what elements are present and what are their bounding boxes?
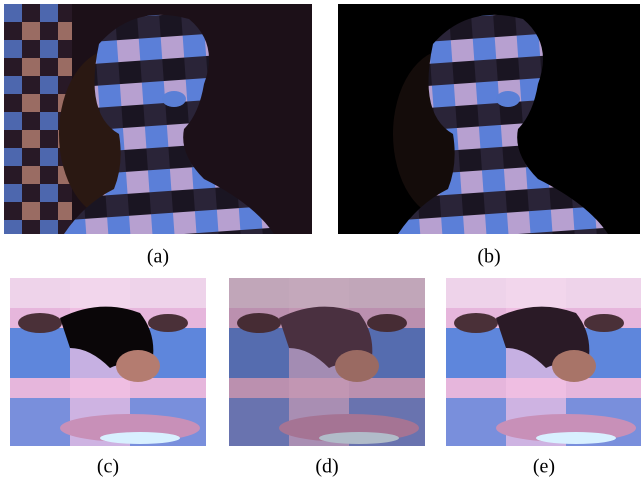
photo-e-shape — [552, 350, 596, 382]
photo-d — [229, 278, 425, 446]
caption-c: (c) — [97, 456, 119, 478]
caption-e: (e) — [533, 456, 555, 478]
caption-b: (b) — [477, 246, 500, 268]
photo-b — [338, 4, 640, 235]
photo-d-shape — [335, 350, 379, 382]
photo-a — [4, 4, 312, 235]
caption-a: (a) — [147, 246, 169, 268]
photo-c-shape — [116, 350, 160, 382]
photo-a-shape — [162, 91, 186, 107]
photo-e — [446, 278, 641, 446]
photo-b-shape — [496, 91, 520, 107]
photo-c — [10, 278, 206, 446]
caption-d: (d) — [315, 456, 338, 478]
